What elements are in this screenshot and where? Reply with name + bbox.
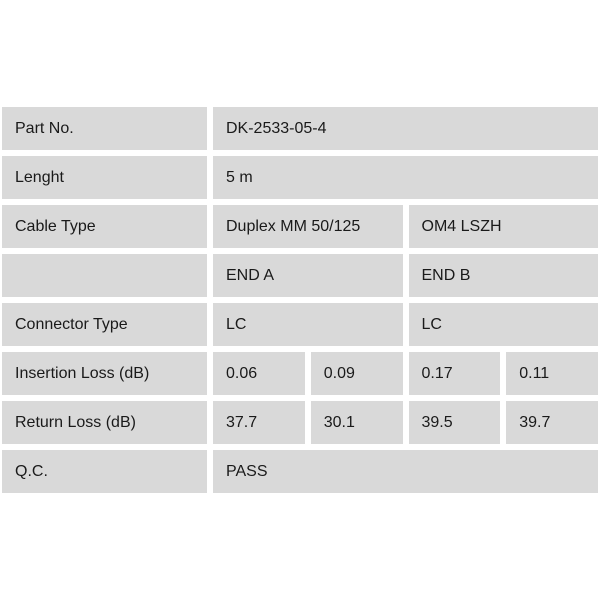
spec-table: Part No. DK-2533-05-4 Lenght 5 m Cable T… (2, 107, 598, 493)
connector-type-end-a: LC (213, 303, 403, 346)
connector-type-end-b: LC (408, 303, 598, 346)
insertion-loss-end-a-fiber-1: 0.06 (213, 352, 305, 395)
insertion-loss-end-b-fiber-1: 0.17 (408, 352, 501, 395)
end-b-header: END B (408, 254, 598, 297)
insertion-loss-end-a-fiber-2: 0.09 (310, 352, 403, 395)
insertion-loss-end-b-fiber-2: 0.11 (506, 352, 598, 395)
cable-type-label: Cable Type (2, 205, 207, 248)
insertion-loss-label: Insertion Loss (dB) (2, 352, 207, 395)
return-loss-end-a-fiber-2: 30.1 (310, 401, 403, 444)
return-loss-end-b-fiber-1: 39.5 (408, 401, 501, 444)
cable-type-value-jacket: OM4 LSZH (408, 205, 598, 248)
cable-type-value-construction: Duplex MM 50/125 (213, 205, 403, 248)
connector-type-label: Connector Type (2, 303, 207, 346)
part-no-label: Part No. (2, 107, 207, 150)
qc-result-value: PASS (213, 450, 598, 493)
length-label: Lenght (2, 156, 207, 199)
end-header-spacer (2, 254, 207, 297)
part-no-value: DK-2533-05-4 (213, 107, 598, 150)
return-loss-end-a-fiber-1: 37.7 (213, 401, 305, 444)
return-loss-label: Return Loss (dB) (2, 401, 207, 444)
return-loss-end-b-fiber-2: 39.7 (506, 401, 598, 444)
end-a-header: END A (213, 254, 403, 297)
length-value: 5 m (213, 156, 598, 199)
qc-label: Q.C. (2, 450, 207, 493)
